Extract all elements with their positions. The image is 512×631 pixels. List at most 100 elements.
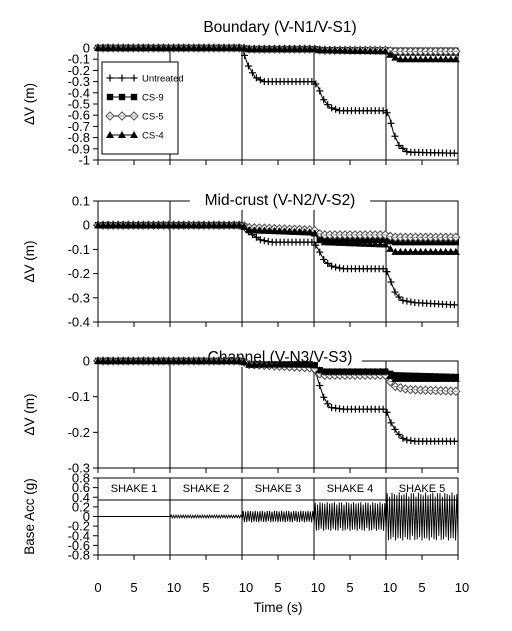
triangle-marker (346, 367, 354, 375)
triangle-marker (119, 44, 128, 51)
panel-frame (97, 200, 459, 323)
y-tick-label: -0.3 (68, 290, 90, 305)
y-tick-label: -0.4 (68, 85, 90, 100)
triangle-marker (356, 367, 365, 375)
triangle-marker (406, 247, 415, 255)
triangle-marker (371, 240, 380, 248)
triangle-marker (240, 44, 249, 52)
triangle-marker (250, 360, 259, 368)
triangle-marker (214, 221, 223, 229)
triangle-marker (325, 238, 334, 246)
triangle-marker (330, 46, 339, 54)
triangle-marker (240, 358, 249, 366)
triangle-marker (109, 44, 118, 51)
triangle-marker (381, 47, 390, 55)
triangle-marker (325, 367, 334, 375)
triangle-marker (310, 361, 319, 369)
triangle-marker (189, 357, 198, 364)
triangle-marker (376, 367, 385, 375)
triangle-marker (179, 221, 188, 229)
triangle-marker (184, 221, 193, 229)
legend-box (101, 61, 179, 155)
triangle-marker (320, 238, 329, 246)
triangle-marker (406, 374, 415, 382)
y-tick-label: -0.5 (68, 97, 90, 112)
triangle-marker (265, 226, 274, 234)
triangle-marker (129, 357, 138, 364)
series-cs-4 (94, 44, 460, 63)
y-axis-label: Base Acc (g) (22, 478, 37, 555)
triangle-marker (441, 374, 450, 382)
triangle-marker (346, 239, 354, 247)
triangle-marker (225, 357, 234, 364)
triangle-marker (366, 47, 375, 55)
square-marker (447, 238, 454, 246)
triangle-marker (149, 357, 158, 364)
triangle-marker (204, 221, 213, 229)
triangle-marker (351, 367, 360, 375)
triangle-marker (361, 239, 370, 247)
triangle-marker (204, 44, 213, 51)
triangle-marker (401, 55, 410, 63)
triangle-marker (134, 221, 143, 229)
square-marker (402, 238, 409, 246)
triangle-marker (220, 44, 228, 51)
x-tick-label: 10 (455, 580, 469, 595)
square-marker (377, 236, 384, 243)
triangle-marker (230, 44, 239, 51)
triangle-marker (174, 357, 183, 364)
triangle-marker (174, 44, 183, 51)
triangle-marker (179, 44, 188, 51)
triangle-marker (371, 47, 380, 55)
triangle-marker (194, 44, 203, 51)
triangle-marker (189, 44, 198, 51)
triangle-marker (119, 357, 128, 364)
square-marker (432, 238, 439, 246)
triangle-marker (320, 367, 329, 375)
square-marker (366, 236, 374, 243)
triangle-marker (124, 357, 133, 364)
triangle-marker (451, 247, 460, 255)
shake-label: SHAKE 2 (183, 483, 229, 495)
triangle-marker (315, 46, 324, 54)
triangle-marker (275, 227, 284, 235)
triangle-marker (406, 55, 415, 63)
triangle-marker (285, 360, 294, 368)
triangle-marker (451, 55, 460, 63)
triangle-marker (134, 357, 143, 364)
accel-trace (313, 502, 387, 531)
triangle-marker (94, 44, 102, 51)
y-tick-label: -0.3 (68, 74, 90, 89)
triangle-marker (401, 247, 410, 255)
title-bg (189, 189, 371, 210)
triangle-marker (396, 247, 405, 255)
square-marker (452, 238, 460, 246)
triangle-marker (356, 239, 365, 247)
legend-label: CS-9 (142, 93, 164, 104)
triangle-marker (159, 221, 168, 229)
triangle-marker (330, 367, 339, 375)
triangle-marker (295, 227, 304, 235)
triangle-marker (144, 44, 153, 51)
square-marker (417, 238, 424, 246)
y-tick-label: 0 (83, 41, 90, 56)
triangle-marker (94, 221, 102, 229)
x-tick-label: 5 (130, 580, 137, 595)
triangle-marker (426, 55, 435, 63)
triangle-marker (421, 55, 430, 63)
y-tick-label: 0.1 (72, 194, 90, 209)
triangle-marker (250, 45, 259, 53)
shake-label: SHAKE 4 (327, 483, 373, 495)
y-tick-label: -0.1 (68, 242, 90, 257)
triangle-marker (270, 226, 279, 234)
y-tick-label: -0.1 (68, 52, 90, 67)
triangle-marker (124, 221, 133, 229)
triangle-marker (225, 221, 234, 229)
triangle-marker (265, 45, 274, 53)
triangle-marker (446, 55, 455, 63)
triangle-marker (275, 45, 284, 53)
triangle-marker (386, 50, 395, 58)
triangle-marker (130, 131, 138, 138)
triangle-marker (184, 357, 193, 364)
triangle-marker (366, 239, 375, 247)
